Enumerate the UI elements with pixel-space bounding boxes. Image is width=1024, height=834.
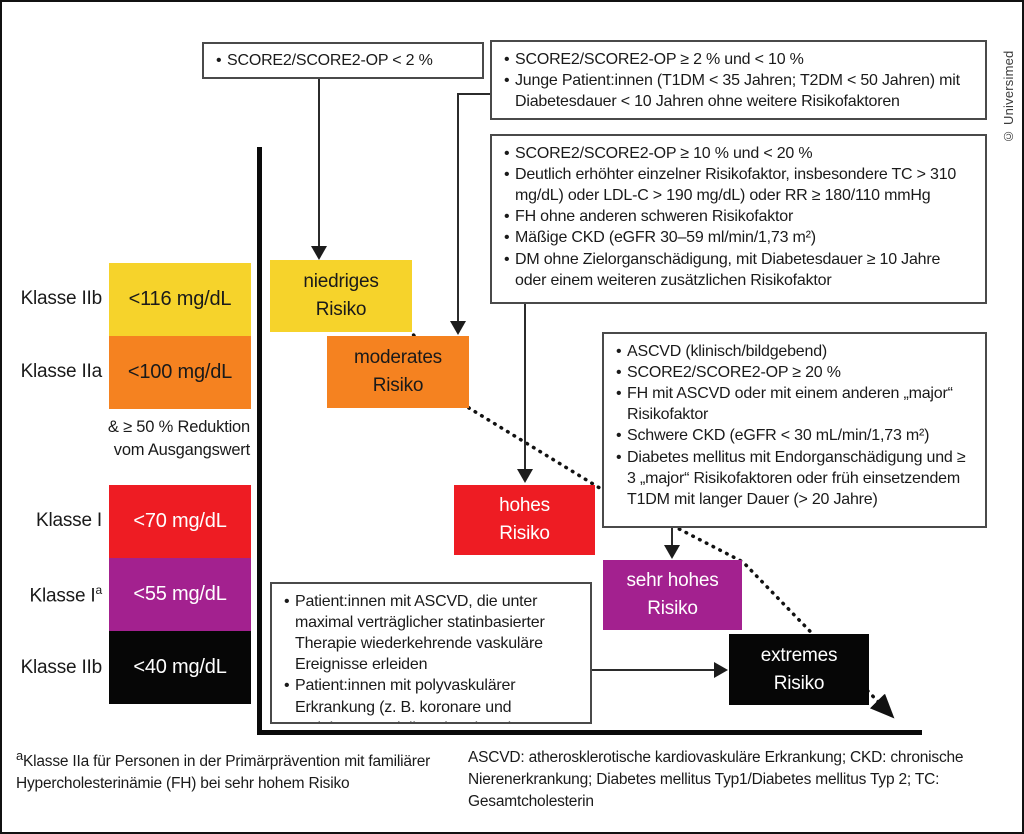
risk-box-moderate: moderates Risiko: [327, 336, 469, 408]
ldl-target-box-70: <70 mg/dL: [109, 485, 251, 558]
class-label-1: Klasse IIa: [20, 361, 103, 382]
criteria-list-very-high: ASCVD (klinisch/bildgebend)SCORE2/SCORE2…: [614, 341, 975, 510]
class-label-2: Klasse I: [36, 510, 102, 531]
connector-extreme-horizontal: [592, 669, 715, 671]
criteria-box-low-risk: SCORE2/SCORE2-OP < 2 %: [202, 42, 484, 79]
ldl-target-box-116: <116 mg/dL: [109, 263, 251, 336]
bullet-item: SCORE2/SCORE2-OP ≥ 20 %: [614, 362, 975, 383]
bullet-item: FH ohne anderen schweren Risikofaktor: [502, 206, 975, 227]
bullet-item: Deutlich erhöhter einzelner Risikofaktor…: [502, 164, 975, 206]
class-label-3: Klasse Ia: [29, 583, 103, 607]
bullet-item: SCORE2/SCORE2-OP < 2 %: [214, 50, 472, 71]
footnote-left: aKlasse IIa für Personen in der Primärpr…: [16, 748, 431, 793]
y-axis-line: [257, 147, 262, 735]
connector-moderate-horizontal: [457, 93, 490, 95]
risk-box-extreme: extremes Risiko: [729, 634, 869, 705]
criteria-box-very-high-risk: ASCVD (klinisch/bildgebend)SCORE2/SCORE2…: [602, 332, 987, 528]
bullet-item: SCORE2/SCORE2-OP ≥ 10 % und < 20 %: [502, 143, 975, 164]
ldl-target-box-55: <55 mg/dL: [109, 558, 251, 631]
bullet-item: SCORE2/SCORE2-OP ≥ 2 % und < 10 %: [502, 49, 975, 70]
bullet-item: Diabetes mellitus mit Endorganschädigung…: [614, 447, 975, 510]
footnote-abbreviations: ASCVD: atherosklerotische kardiovaskulär…: [468, 749, 964, 810]
criteria-list-low: SCORE2/SCORE2-OP < 2 %: [214, 50, 472, 71]
bullet-item: Schwere CKD (eGFR < 30 mL/min/1,73 m²): [614, 425, 975, 446]
footnote-superscript: a: [16, 748, 23, 763]
criteria-box-moderate-risk: SCORE2/SCORE2-OP ≥ 2 % und < 10 %Junge P…: [490, 40, 987, 120]
bullet-item: ASCVD (klinisch/bildgebend): [614, 341, 975, 362]
bullet-item: Junge Patient:innen (T1DM < 35 Jahren; T…: [502, 70, 975, 112]
arrowhead-moderate: [450, 321, 466, 335]
class-label-4: Klasse IIb: [20, 657, 103, 678]
arrowhead-high: [517, 469, 533, 483]
connector-moderate-vertical: [457, 93, 459, 322]
bullet-item: Patient:innen mit ASCVD, die unter maxim…: [282, 591, 580, 675]
ldl-target-box-40: <40 mg/dL: [109, 631, 251, 704]
arrowhead-very-high: [664, 545, 680, 559]
criteria-list-moderate: SCORE2/SCORE2-OP ≥ 2 % und < 10 %Junge P…: [502, 49, 975, 112]
reduction-note: & ≥ 50 % Reduktion vom Ausgangswert: [107, 418, 250, 460]
arrowhead-extreme: [714, 662, 728, 678]
bullet-item: FH mit ASCVD oder mit einem anderen „maj…: [614, 383, 975, 425]
connector-low-vertical: [318, 79, 320, 247]
risk-box-very-high: sehr hohes Risiko: [603, 560, 742, 630]
risk-box-high: hohes Risiko: [454, 485, 595, 555]
ldl-target-box-100: <100 mg/dL: [109, 336, 251, 409]
connector-very-high-vertical: [671, 528, 673, 546]
class-label-superscript: a: [95, 583, 103, 597]
bullet-item: Mäßige CKD (eGFR 30–59 ml/min/1,73 m²): [502, 227, 975, 248]
bullet-item: DM ohne Zielorganschädigung, mit Diabete…: [502, 249, 975, 291]
bullet-item: Patient:innen mit polyvaskulärer Erkrank…: [282, 675, 580, 722]
criteria-box-extreme-risk: Patient:innen mit ASCVD, die unter maxim…: [270, 582, 592, 724]
criteria-list-high: SCORE2/SCORE2-OP ≥ 10 % und < 20 %Deutli…: [502, 143, 975, 291]
x-axis-line: [257, 730, 922, 735]
risk-box-low: niedriges Risiko: [270, 260, 412, 332]
arrowhead-low: [311, 246, 327, 260]
criteria-list-extreme: Patient:innen mit ASCVD, die unter maxim…: [282, 591, 580, 722]
criteria-box-high-risk: SCORE2/SCORE2-OP ≥ 10 % und < 20 %Deutli…: [490, 134, 987, 304]
class-label-0: Klasse IIb: [20, 288, 103, 309]
copyright-credit: © Universimed: [1001, 50, 1016, 144]
connector-high-vertical: [524, 304, 526, 470]
